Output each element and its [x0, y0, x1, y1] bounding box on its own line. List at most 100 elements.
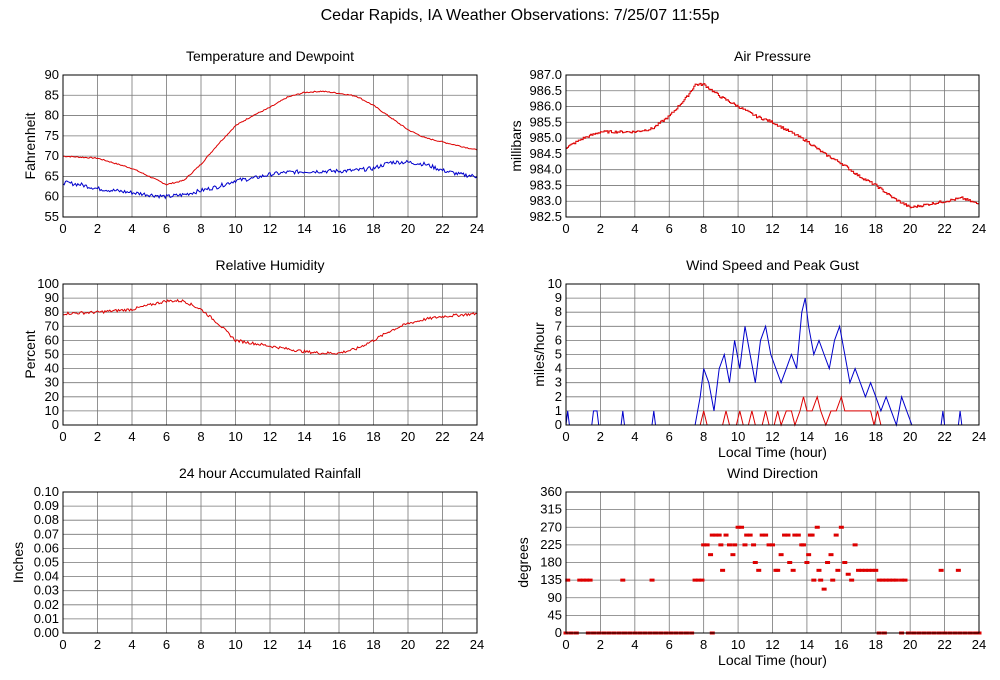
x-tick-label: 14 — [297, 637, 311, 652]
data-point — [890, 578, 896, 582]
data-point — [883, 578, 889, 582]
data-point — [778, 553, 784, 557]
data-point — [649, 578, 655, 582]
data-point — [845, 572, 851, 576]
x-tick-label: 24 — [470, 221, 484, 236]
data-point — [816, 568, 822, 572]
plot-frame — [565, 283, 980, 426]
data-point — [828, 553, 834, 557]
x-tick-label: 2 — [94, 221, 101, 236]
x-tick-label: 6 — [163, 637, 170, 652]
y-tick-label: 0 — [555, 625, 562, 640]
data-point — [775, 568, 781, 572]
x-tick-label: 0 — [562, 221, 569, 236]
x-tick-label: 8 — [700, 637, 707, 652]
y-tick-label: 985.5 — [529, 114, 562, 129]
x-tick-label: 6 — [666, 637, 673, 652]
y-tick-label: 360 — [540, 484, 562, 499]
y-tick-label: 0.01 — [34, 611, 59, 626]
data-point — [787, 561, 793, 564]
data-point — [804, 561, 810, 564]
data-point — [726, 543, 732, 547]
data-point — [742, 543, 748, 547]
x-tick-label: 2 — [94, 637, 101, 652]
y-tick-label: 4 — [555, 361, 562, 376]
y-tick-label: 0.09 — [34, 498, 59, 513]
data-point — [747, 533, 753, 537]
plot-frame — [62, 283, 478, 426]
x-tick-label: 20 — [401, 221, 415, 236]
y-tick-label: 180 — [540, 555, 562, 570]
y-axis-label: miles/hour — [531, 322, 547, 387]
chart-title: 24 hour Accumulated Rainfall — [179, 465, 361, 481]
x-tick-label: 14 — [297, 429, 311, 444]
y-tick-label: 225 — [540, 537, 562, 552]
y-tick-label: 135 — [540, 572, 562, 587]
y-tick-label: 987.0 — [529, 67, 562, 82]
data-point — [696, 578, 702, 582]
x-tick-label: 0 — [59, 637, 66, 652]
data-point — [876, 578, 882, 582]
data-point — [709, 533, 715, 537]
plot-frame — [62, 491, 478, 634]
x-tick-label: 16 — [332, 637, 346, 652]
data-point — [856, 568, 862, 572]
data-point — [792, 533, 798, 537]
data-point — [849, 578, 855, 582]
x-tick-label: 20 — [401, 429, 415, 444]
data-point — [842, 561, 848, 564]
data-point — [730, 553, 736, 557]
y-tick-label: 0.03 — [34, 583, 59, 598]
data-point — [584, 578, 590, 582]
y-tick-label: 0.08 — [34, 512, 59, 527]
x-tick-label: 10 — [731, 429, 745, 444]
y-axis-label: millibars — [508, 120, 524, 171]
x-tick-label: 8 — [197, 221, 204, 236]
y-tick-label: 70 — [45, 148, 59, 163]
data-point — [825, 561, 831, 564]
x-axis-label: Local Time (hour) — [718, 444, 827, 460]
data-point — [800, 543, 806, 547]
data-point — [833, 533, 839, 537]
x-tick-label: 10 — [731, 637, 745, 652]
data-point — [887, 578, 893, 582]
y-tick-label: 80 — [45, 304, 59, 319]
data-point — [811, 578, 817, 582]
y-tick-label: 0 — [555, 417, 562, 432]
y-axis-label: Percent — [22, 330, 38, 378]
y-tick-label: 986.0 — [529, 99, 562, 114]
x-tick-label: 20 — [903, 429, 917, 444]
x-tick-label: 0 — [59, 221, 66, 236]
x-tick-label: 22 — [937, 221, 951, 236]
y-tick-label: 985.0 — [529, 130, 562, 145]
data-series-line — [565, 297, 979, 427]
y-tick-label: 315 — [540, 502, 562, 517]
chart-title: Wind Direction — [727, 465, 818, 481]
chart-title: Wind Speed and Peak Gust — [686, 257, 859, 273]
y-tick-label: 40 — [45, 361, 59, 376]
x-tick-label: 10 — [228, 429, 242, 444]
y-tick-label: 984.0 — [529, 162, 562, 177]
data-series-line — [62, 90, 478, 186]
data-point — [955, 568, 961, 572]
y-tick-label: 0.06 — [34, 540, 59, 555]
x-tick-label: 10 — [731, 221, 745, 236]
x-tick-label: 10 — [228, 637, 242, 652]
y-tick-label: 100 — [37, 276, 59, 291]
y-tick-label: 50 — [45, 347, 59, 362]
y-tick-label: 90 — [45, 67, 59, 82]
y-tick-label: 2 — [555, 389, 562, 404]
y-tick-label: 0.10 — [34, 484, 59, 499]
data-point — [577, 578, 583, 582]
plot-frame — [62, 74, 478, 218]
x-tick-label: 2 — [597, 429, 604, 444]
y-tick-label: 0.05 — [34, 555, 59, 570]
x-tick-label: 4 — [631, 429, 638, 444]
x-tick-label: 20 — [401, 637, 415, 652]
y-tick-label: 9 — [555, 290, 562, 305]
data-point — [699, 578, 705, 582]
chart-title: Relative Humidity — [216, 257, 325, 273]
y-tick-label: 70 — [45, 318, 59, 333]
